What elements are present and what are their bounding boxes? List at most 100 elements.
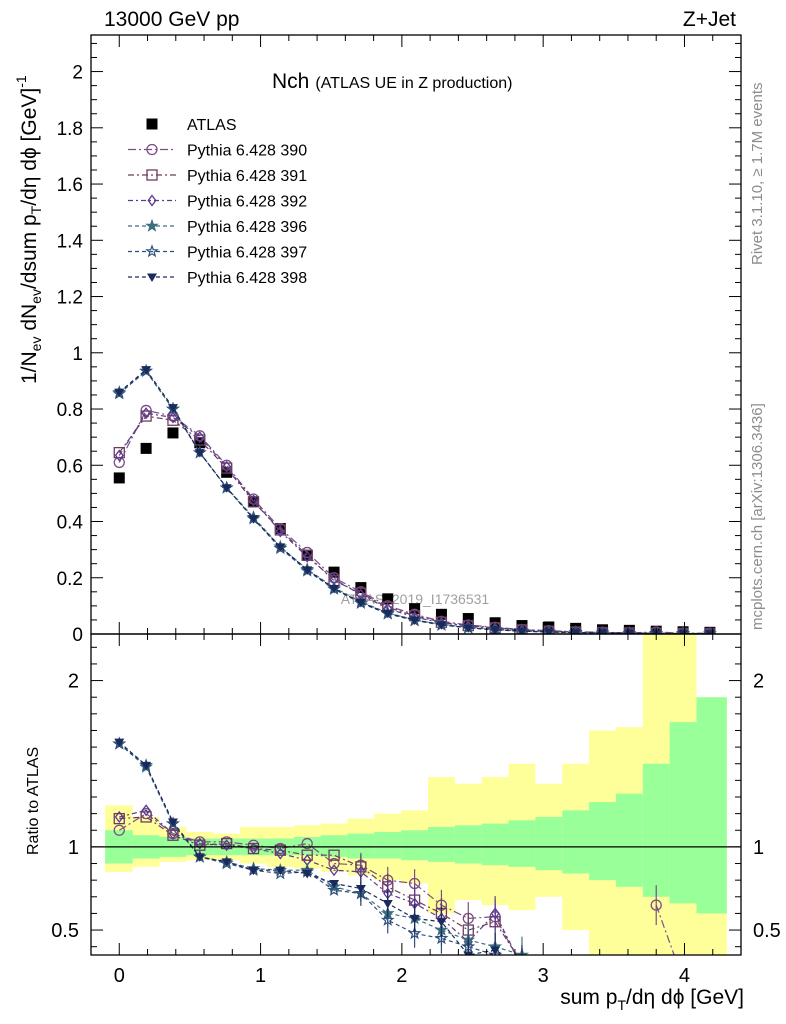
y-tick-label: 0 [72, 625, 83, 646]
legend-label: Pythia 6.428 397 [187, 245, 307, 262]
ratio-line [118, 812, 517, 955]
y-tick-label: 0.4 [57, 513, 84, 534]
data-point [355, 599, 366, 608]
data-point [194, 449, 205, 458]
ratio-point [329, 879, 340, 889]
y-tick-label: 1 [72, 344, 83, 365]
legend-item: Pythia 6.428 396 [128, 218, 307, 236]
data-point [463, 624, 474, 633]
inner-band-bin [642, 763, 670, 897]
ratio-point [407, 926, 422, 940]
legend-marker [147, 273, 157, 282]
ratio-point [113, 824, 125, 836]
ratio-point [329, 864, 339, 877]
ratio-point [113, 812, 125, 825]
y-tick-label: 0.8 [57, 400, 83, 421]
legend: ATLAS Pythia 6.428 390 Pythia 6.428 391 Pyt… [128, 117, 307, 287]
ratio-point [141, 761, 152, 771]
ratio-point [518, 962, 526, 972]
axes-layer: 0 1 2 3 4 0 0.2 0.4 0.6 0.8 1 1.2 1.4 1.6 1.8 2 0.5 0.5 1 1… [51, 34, 781, 987]
legend-label: Pythia 6.428 391 [187, 168, 307, 185]
data-point [168, 411, 178, 424]
data-point [141, 366, 152, 375]
data-point [570, 629, 581, 634]
legend-marker [147, 194, 157, 207]
inner-band-bin [669, 722, 697, 904]
x-axis-title: sum pT/dη dϕ [GeV] [560, 986, 744, 1013]
data-point [275, 543, 286, 552]
header-process: 13000 GeV pp [104, 8, 239, 31]
ratio-tick-label: 1 [68, 837, 79, 859]
ratio-point [275, 866, 286, 876]
ratio-point [355, 884, 366, 894]
main-series-layer [112, 363, 717, 634]
data-point [140, 442, 152, 454]
ratio-axis-title: Ratio to ATLAS [25, 747, 42, 855]
legend-item: Pythia 6.428 391 [128, 168, 307, 185]
ratio-point [222, 839, 232, 852]
legend-label: Pythia 6.428 392 [187, 194, 307, 211]
x-tick-label: 4 [679, 965, 690, 987]
ratio-point [650, 899, 662, 911]
inner-band-bin [615, 793, 643, 887]
data-point [140, 410, 152, 422]
ratio-point [517, 958, 528, 968]
inner-band-bin [293, 836, 321, 856]
ratio-series-6 [114, 738, 523, 955]
ratio-point [140, 811, 152, 823]
ratio-point [302, 870, 313, 879]
ratio-point [221, 858, 232, 867]
ratio-line [118, 741, 505, 955]
ratio-frame [90, 633, 742, 956]
data-point [462, 613, 474, 625]
ratio-point [436, 918, 447, 927]
legend-item: Pythia 6.428 392 [128, 194, 307, 211]
ratio-point [301, 837, 313, 850]
legend-label: Pythia 6.428 396 [187, 219, 307, 236]
legend-marker [145, 244, 159, 258]
ratio-point [327, 882, 341, 897]
data-point [247, 496, 260, 508]
inner-band-bin [428, 826, 455, 862]
data-point [274, 524, 286, 536]
ratio-tick-label-right: 0.5 [753, 920, 781, 942]
data-point [221, 462, 233, 474]
series-line [118, 368, 710, 634]
data-point [490, 626, 501, 634]
ratio-point [248, 866, 259, 876]
data-point [114, 388, 125, 398]
inner-band-bin [508, 820, 536, 867]
ratio-tick-label: 0.5 [51, 920, 79, 942]
data-point [678, 630, 689, 634]
data-point [248, 494, 259, 507]
data-point [301, 549, 313, 561]
y-axis-title: 1/Nev dNev/dsum pT/dη dϕ [GeV]-1 [13, 75, 44, 384]
ratio-tick-label-right: 2 [753, 671, 764, 693]
legend-marker [146, 169, 158, 181]
y-tick-label: 0.6 [57, 456, 83, 477]
ratio-point [275, 847, 285, 860]
data-point [248, 515, 259, 524]
data-point [222, 460, 232, 473]
data-point [114, 449, 124, 462]
data-point [302, 550, 312, 563]
ratio-point [168, 827, 178, 840]
ratio-point [301, 849, 313, 861]
data-point [221, 484, 232, 493]
data-point [409, 616, 420, 625]
ratio-tick-label-right: 1 [753, 837, 764, 859]
ratio-point [409, 914, 420, 924]
legend-label: Pythia 6.428 398 [187, 270, 307, 287]
data-point [167, 404, 178, 413]
inner-band-bin [589, 801, 616, 881]
ratio-point [517, 962, 527, 972]
data-point [435, 608, 447, 620]
inner-band-bin [562, 810, 590, 874]
x-tick-label: 2 [396, 965, 407, 987]
y-tick-label: 2 [72, 63, 83, 84]
data-point [329, 584, 340, 594]
legend-item: Pythia 6.428 397 [128, 244, 307, 262]
data-point [382, 609, 393, 619]
data-point [436, 621, 447, 630]
